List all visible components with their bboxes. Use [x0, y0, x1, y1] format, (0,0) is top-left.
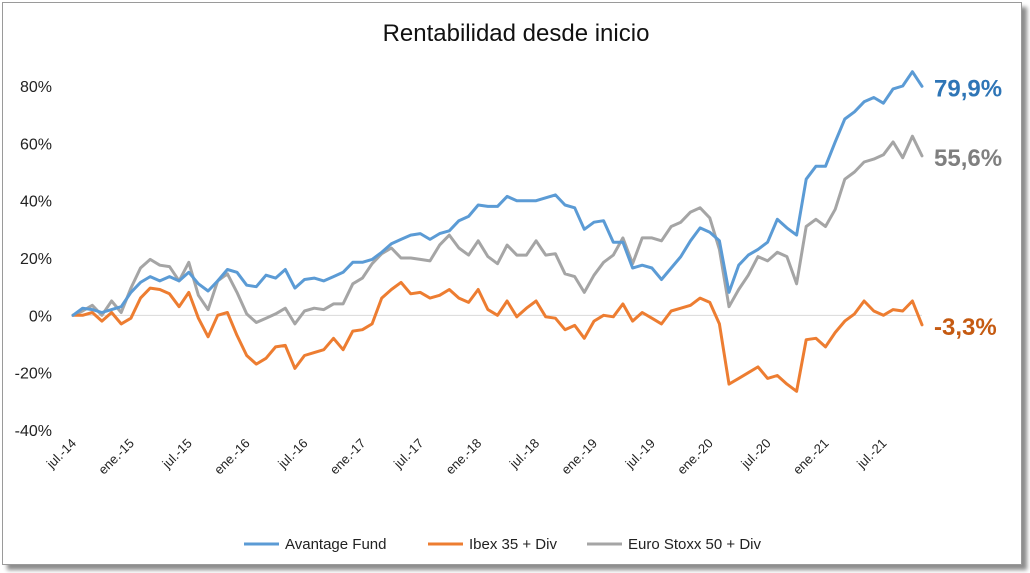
x-tick-label: ene.-21 [790, 436, 832, 478]
y-tick-label: -40% [15, 423, 52, 440]
end-label-1: -3,3% [934, 314, 997, 341]
x-tick-label: ene.-19 [558, 436, 600, 478]
x-tick-label: ene.-20 [674, 436, 716, 478]
x-tick-label: jul.-16 [274, 436, 310, 472]
x-axis: jul.-14 ene.-15 jul.-15 ene.-16 jul.-16 ene.-… [43, 436, 890, 478]
x-tick-label: jul.-18 [506, 436, 542, 472]
x-tick-label: ene.-15 [95, 436, 137, 478]
x-tick-label: jul.-20 [737, 436, 773, 472]
chart-title: Rentabilidad desde inicio [383, 20, 650, 47]
x-tick-label: jul.-17 [390, 436, 426, 472]
x-tick-label: jul.-14 [43, 436, 79, 472]
y-tick-label: -20% [15, 366, 52, 383]
end-label-2: 55,6% [934, 145, 1002, 172]
x-tick-label: jul.-21 [853, 436, 889, 472]
legend: Avantage Fund Ibex 35 + Div Euro Stoxx 50 … [244, 536, 761, 553]
x-tick-label: jul.-15 [159, 436, 195, 472]
chart-frame [2, 2, 1022, 565]
legend-label-0: Avantage Fund [285, 536, 386, 553]
y-tick-label: 80% [20, 79, 52, 96]
legend-label-2: Euro Stoxx 50 + Div [628, 536, 761, 553]
x-tick-label: ene.-18 [443, 436, 485, 478]
end-label-0: 79,9% [934, 75, 1002, 102]
x-tick-label: ene.-16 [211, 436, 253, 478]
x-tick-label: ene.-17 [327, 436, 369, 478]
end-labels: 79,9% -3,3% 55,6% [934, 75, 1002, 341]
series-line-1 [71, 280, 924, 393]
series-line-2 [71, 134, 924, 326]
x-tick-label: jul.-19 [622, 436, 658, 472]
series-line-0 [71, 70, 924, 317]
legend-label-1: Ibex 35 + Div [469, 536, 557, 553]
y-tick-label: 60% [20, 136, 52, 153]
y-tick-label: 0% [29, 308, 52, 325]
y-axis: 80% 60% 40% 20% 0% -20% -40% [15, 79, 52, 440]
y-tick-label: 20% [20, 251, 52, 268]
y-tick-label: 40% [20, 194, 52, 211]
series-lines [71, 70, 924, 393]
